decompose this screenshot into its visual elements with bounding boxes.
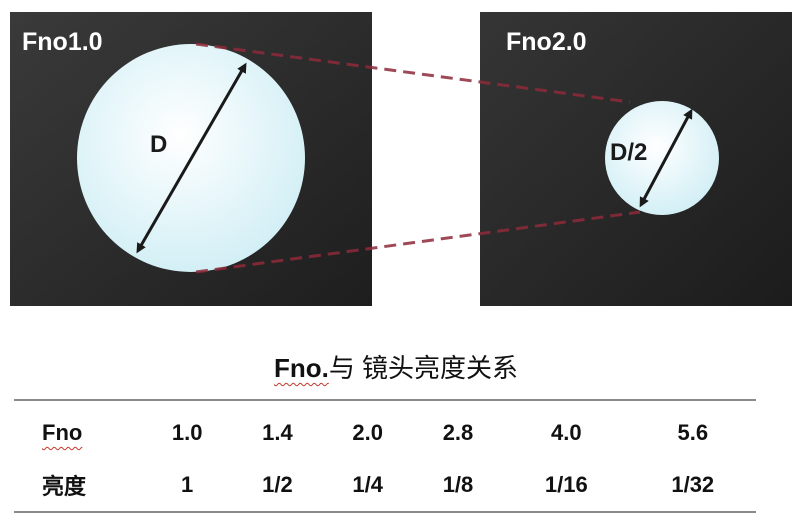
aperture-diagram: Fno1.0 D Fno2.0 D/2 <box>10 12 792 306</box>
table-cell: 1 <box>181 472 194 497</box>
table-title-fno: Fno. <box>273 353 329 383</box>
table-cell: 1.0 <box>171 420 203 445</box>
left-panel-label: Fno1.0 <box>22 28 103 56</box>
table-cell: 2.0 <box>352 420 383 445</box>
table-title: Fno.与 镜头亮度关系 <box>14 348 756 385</box>
table-cell: 1.4 <box>262 420 293 445</box>
table-row-fno: Fno 1.0 1.4 2.0 2.8 4.0 5.6 <box>14 400 756 459</box>
large-diameter-label: D <box>150 131 167 158</box>
table-cell: 1/4 <box>352 472 383 497</box>
projection-line-top <box>195 42 631 104</box>
row-header-brightness: 亮度 <box>42 474 87 499</box>
table-cell: 1/32 <box>671 472 715 497</box>
table-row-brightness: 亮度 1 1/2 1/4 1/8 1/16 1/32 <box>14 459 756 512</box>
table-cell: 4.0 <box>551 420 582 445</box>
fno-brightness-table: Fno 1.0 1.4 2.0 2.8 4.0 5.6 亮度 1 1/2 1/4… <box>14 399 756 513</box>
fno-brightness-table-section: Fno.与 镜头亮度关系 Fno 1.0 1.4 2.0 2.8 4.0 5.6… <box>14 348 756 513</box>
right-panel-label: Fno2.0 <box>506 28 587 56</box>
table-title-text: 与 镜头亮度关系 <box>328 353 519 383</box>
small-diameter-label: D/2 <box>610 139 647 166</box>
table-cell: 1/2 <box>262 472 293 497</box>
table-cell: 1/16 <box>544 472 588 497</box>
table-cell: 5.6 <box>677 420 709 445</box>
table-cell: 2.8 <box>442 420 474 445</box>
table-cell: 1/8 <box>442 472 474 497</box>
row-header-fno: Fno <box>42 420 83 445</box>
large-diameter-arrow <box>136 62 247 254</box>
small-diameter-arrow <box>639 108 693 208</box>
